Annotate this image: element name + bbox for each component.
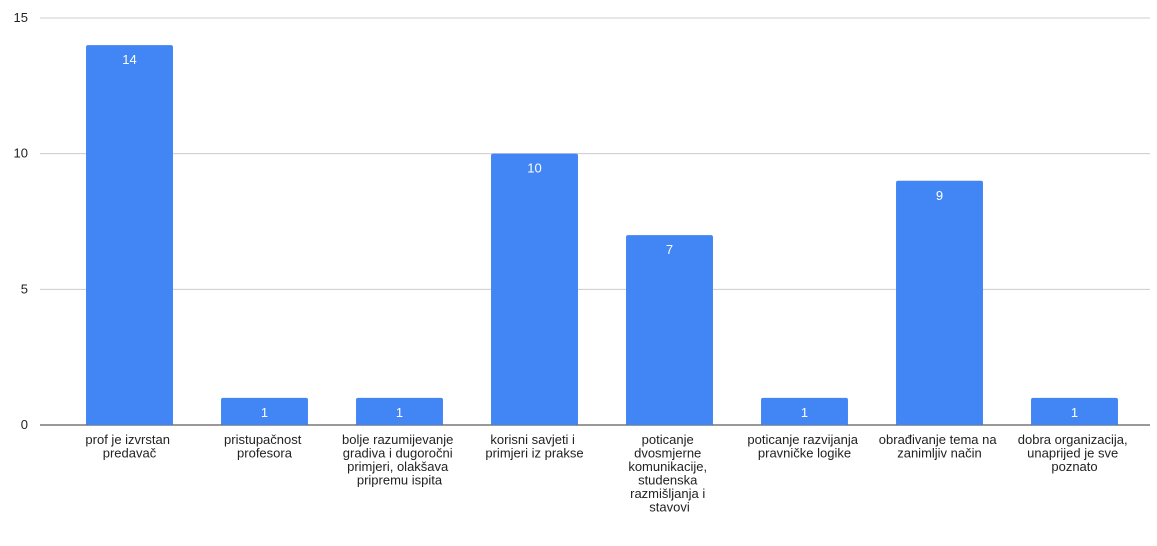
y-tick-label: 0 — [21, 417, 28, 432]
x-tick-label: dobra organizacija, unaprijed je sve poz… — [1018, 432, 1131, 474]
bar — [761, 397, 848, 425]
value-label: 1 — [1071, 405, 1078, 420]
bar — [1031, 397, 1118, 425]
value-label: 7 — [666, 242, 673, 257]
bar — [491, 153, 578, 425]
bar — [356, 397, 443, 425]
y-tick-label: 5 — [21, 281, 28, 296]
value-label: 1 — [801, 405, 808, 420]
bar — [896, 180, 983, 425]
bar — [86, 45, 173, 426]
value-label: 9 — [936, 188, 943, 203]
x-tick-label: pristupačnost profesora — [224, 432, 305, 461]
y-tick-label: 15 — [14, 10, 28, 25]
value-label: 1 — [261, 405, 268, 420]
bar — [221, 397, 308, 425]
x-tick-label: prof je izvrstan predavač — [85, 432, 173, 461]
value-label: 1 — [396, 405, 403, 420]
bar — [626, 235, 713, 425]
x-tick-label: korisni savjeti i primjeri iz prakse — [485, 432, 583, 461]
x-tick-label: poticanje razvijanja pravničke logike — [747, 432, 861, 461]
value-label: 10 — [527, 161, 541, 176]
x-tick-label: obrađivanje tema na zanimljiv način — [879, 432, 1000, 461]
value-label: 14 — [122, 52, 136, 67]
y-tick-label: 10 — [14, 146, 28, 161]
x-tick-label: bolje razumijevanje gradiva i dugoročni … — [342, 432, 457, 488]
x-tick-label: poticanje dvosmjerne komunikacije, stude… — [628, 432, 710, 515]
